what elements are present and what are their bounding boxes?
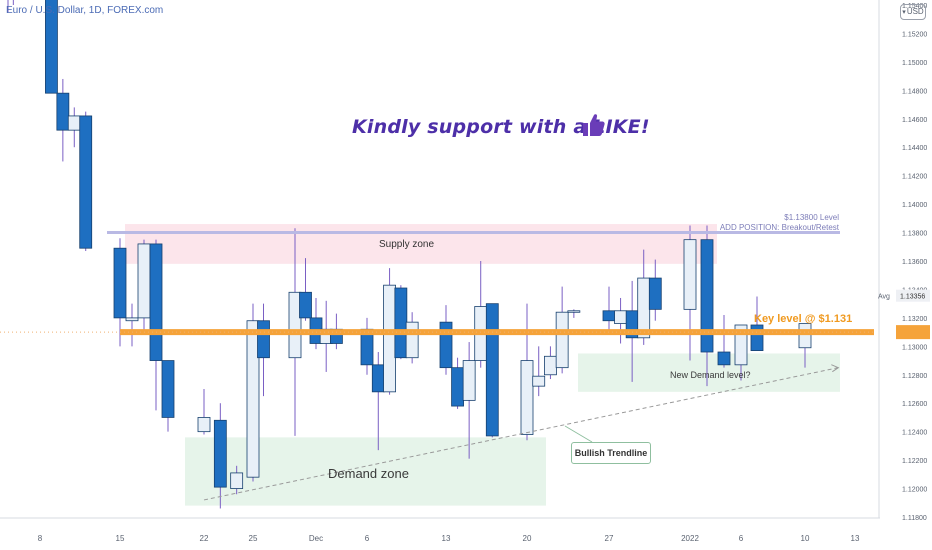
key-level-line bbox=[120, 329, 874, 336]
x-tick-label: 27 bbox=[605, 534, 614, 543]
candle-body bbox=[637, 277, 651, 339]
candle-body bbox=[125, 317, 139, 322]
trendline-callout: Bullish Trendline bbox=[571, 442, 651, 464]
overlay-layer bbox=[0, 231, 874, 501]
candle-body bbox=[246, 320, 260, 478]
x-tick-label: 13 bbox=[442, 534, 451, 543]
candle-body bbox=[439, 321, 453, 369]
candle-body bbox=[299, 291, 312, 319]
candle-body bbox=[137, 243, 151, 319]
currency-label: USD bbox=[906, 7, 924, 16]
y-tick-label: 1.15200 bbox=[902, 31, 927, 38]
x-tick-label: 6 bbox=[739, 534, 744, 543]
y-tick-label: 1.13200 bbox=[902, 316, 927, 323]
y-tick-label: 1.12600 bbox=[902, 401, 927, 408]
y-tick-label: 1.13000 bbox=[902, 344, 927, 351]
y-tick-label: 1.14000 bbox=[902, 202, 927, 209]
y-tick-label: 1.14400 bbox=[902, 145, 927, 152]
candle-body bbox=[113, 247, 127, 319]
supply-zone-label: Supply zone bbox=[379, 239, 435, 250]
candle-body bbox=[213, 419, 227, 488]
key-level-label: Key level @ $1.131 bbox=[754, 313, 853, 325]
x-tick-label: 22 bbox=[200, 534, 209, 543]
candle-body bbox=[750, 324, 764, 352]
y-tick-label: 1.14800 bbox=[902, 88, 927, 95]
callout-pointer bbox=[564, 425, 593, 443]
bullish-trendline bbox=[203, 367, 839, 501]
candle-body bbox=[462, 360, 476, 401]
y-tick-label: 1.12400 bbox=[902, 430, 927, 437]
y-tick-label: 1.14200 bbox=[902, 174, 927, 181]
candle-body bbox=[371, 364, 385, 393]
candle-body bbox=[67, 115, 81, 131]
candle-body bbox=[700, 239, 714, 353]
chevron-down-icon: ▾ bbox=[902, 9, 906, 16]
x-tick-label: 25 bbox=[249, 534, 258, 543]
candle-body bbox=[520, 360, 534, 435]
candle-body bbox=[79, 115, 93, 249]
y-tick-label: 1.14600 bbox=[902, 117, 927, 124]
candle-body bbox=[798, 323, 812, 349]
y-tick-label: 1.13600 bbox=[902, 259, 927, 266]
candle-body bbox=[602, 310, 616, 322]
candle-body bbox=[648, 277, 662, 310]
candle-body bbox=[567, 310, 581, 313]
y-tick-label: 1.15000 bbox=[902, 60, 927, 67]
candle-body bbox=[451, 367, 464, 407]
x-tick-label: 10 bbox=[801, 534, 810, 543]
candle-body bbox=[683, 239, 697, 310]
supply-zone-band bbox=[125, 224, 717, 264]
candle-body bbox=[532, 375, 546, 387]
x-tick-label: 13 bbox=[851, 534, 860, 543]
key-level-price-badge bbox=[896, 325, 930, 340]
like-cta-text: Kindly support with a LIKE! bbox=[352, 116, 650, 138]
candle-body bbox=[383, 284, 396, 393]
y-tick-label: 1.12000 bbox=[902, 487, 927, 494]
y-tick-label: 1.12200 bbox=[902, 458, 927, 465]
new-demand-zone-band bbox=[578, 353, 840, 392]
x-tick-label: 15 bbox=[116, 534, 125, 543]
y-tick-label: 1.13800 bbox=[902, 231, 927, 238]
candle-body bbox=[197, 417, 211, 433]
candle-body bbox=[230, 472, 244, 489]
y-tick-label: 1.15400 bbox=[902, 3, 927, 10]
currency-selector[interactable]: ▾USD bbox=[900, 4, 926, 20]
add-position-label: ADD POSITION: Breakout/Retest bbox=[719, 223, 839, 232]
avg-label: Avg bbox=[878, 294, 890, 301]
candle-body bbox=[45, 0, 58, 94]
demand-zone-band bbox=[185, 437, 546, 506]
trendline-arrowhead bbox=[831, 364, 840, 373]
candle-body bbox=[485, 303, 499, 437]
x-tick-label: 2022 bbox=[681, 534, 699, 543]
new-demand-label: New Demand level? bbox=[670, 370, 751, 380]
level-1138-label: $1.13800 Level bbox=[784, 213, 839, 222]
chart-title: Euro / U.S. Dollar, 1D, FOREX.com bbox=[6, 5, 164, 16]
candle-body bbox=[405, 321, 419, 359]
y-tick-label: 1.11800 bbox=[902, 515, 927, 522]
candle-body bbox=[555, 311, 569, 369]
demand-zone-label: Demand zone bbox=[328, 466, 409, 481]
x-tick-label: 20 bbox=[523, 534, 532, 543]
avg-price-badge bbox=[896, 289, 930, 302]
candle-body bbox=[544, 355, 557, 376]
candle-body bbox=[257, 320, 270, 359]
zones-layer bbox=[125, 224, 840, 506]
candle-body bbox=[161, 360, 175, 418]
x-tick-label: Dec bbox=[309, 534, 323, 543]
candle-body bbox=[717, 351, 731, 366]
avg-price-label: 1.13356 bbox=[900, 294, 925, 301]
candle-body bbox=[614, 310, 627, 324]
candle-body bbox=[149, 243, 163, 361]
candle-body bbox=[288, 291, 302, 359]
x-tick-label: 6 bbox=[365, 534, 370, 543]
y-tick-label: 1.12800 bbox=[902, 373, 927, 380]
x-tick-label: 8 bbox=[38, 534, 43, 543]
candle-body bbox=[56, 92, 70, 131]
candle-body bbox=[394, 287, 408, 359]
thumbs-up-icon bbox=[583, 114, 605, 136]
